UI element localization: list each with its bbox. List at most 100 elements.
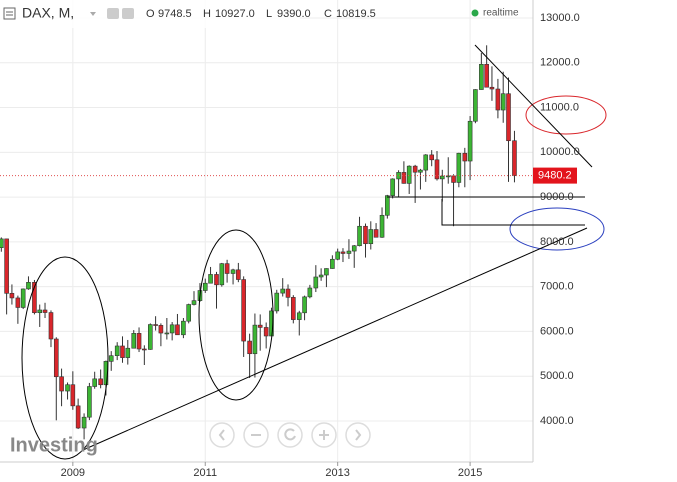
candle-body <box>379 214 385 238</box>
candle-body <box>241 279 246 342</box>
candle-body <box>274 292 280 312</box>
watermark: Investing <box>10 434 98 456</box>
candle-body <box>191 300 197 305</box>
x-tick-label: 2013 <box>325 467 349 479</box>
candle-body <box>219 263 225 286</box>
ohlc-value: 9390.0 <box>277 8 311 20</box>
drawing-trendline <box>82 227 588 451</box>
x-tick-label: 2015 <box>458 467 482 479</box>
candle-body <box>390 178 395 196</box>
candle-body <box>423 154 429 171</box>
candle-body <box>340 251 346 254</box>
candle-body <box>434 159 440 180</box>
drawing-hline <box>441 199 585 226</box>
candle-body <box>406 165 412 184</box>
icon[interactable] <box>122 8 134 19</box>
scroll-left[interactable] <box>209 422 235 448</box>
symbol[interactable]: DAX, M, <box>22 5 74 21</box>
candle-body <box>512 140 517 176</box>
last-price-tag <box>533 167 577 184</box>
candle-body <box>75 405 81 429</box>
ohlc-label: O <box>146 8 155 20</box>
candle-body <box>153 324 158 326</box>
drawing-ellipse <box>509 207 605 251</box>
candle-body <box>32 282 37 314</box>
candle-body <box>4 238 9 294</box>
candle-body <box>9 293 15 299</box>
candle-body <box>164 332 170 335</box>
candle-body <box>136 333 142 350</box>
candle-body <box>20 288 26 308</box>
candle-body <box>263 327 269 337</box>
candle-body <box>92 378 97 387</box>
icon[interactable] <box>107 8 119 19</box>
candle-body <box>236 269 241 280</box>
candle-body <box>208 274 213 284</box>
nav-icons <box>218 428 362 441</box>
candle-body <box>257 324 263 328</box>
candle-body <box>500 93 506 111</box>
candle-body <box>142 348 147 351</box>
candle-body <box>87 386 92 418</box>
ohlc-label: L <box>266 8 272 20</box>
ohlc-label: C <box>324 8 332 20</box>
candle-body <box>462 152 468 162</box>
menu-icon[interactable] <box>3 7 16 20</box>
y-tick-label: 8000.0 <box>540 236 574 248</box>
candle-body <box>484 63 489 88</box>
candle-body <box>506 93 511 142</box>
candle-body <box>26 282 31 290</box>
candle-body <box>15 297 21 308</box>
ohlc-label: H <box>203 8 211 20</box>
x-tick-label: 2011 <box>193 467 217 479</box>
candle-body <box>120 345 125 358</box>
candle-body <box>42 309 48 313</box>
candle-body <box>224 263 230 274</box>
y-tick-label: 11000.0 <box>540 101 579 113</box>
icon <box>319 430 329 440</box>
scroll-right[interactable] <box>345 422 371 448</box>
header-bg <box>0 0 300 28</box>
candle-body <box>330 258 335 269</box>
candle-body <box>385 195 390 216</box>
dropdown[interactable] <box>90 12 96 16</box>
candle-body <box>346 250 352 254</box>
candle-body <box>252 324 258 355</box>
candle-body <box>285 288 291 298</box>
candle-body <box>368 229 374 245</box>
candle-body <box>247 340 252 355</box>
candle-body <box>302 296 307 314</box>
candle-body <box>158 325 164 334</box>
candle-body <box>65 384 70 392</box>
icon <box>284 428 296 441</box>
icon <box>218 429 225 441</box>
candle-body <box>59 376 64 392</box>
candle-body <box>357 225 362 247</box>
candle-body <box>445 175 451 178</box>
candle-body <box>147 324 153 350</box>
candle-body <box>48 312 54 340</box>
candle-body <box>202 282 208 291</box>
candle-body <box>214 274 219 286</box>
y-tick-label: 7000.0 <box>540 281 574 293</box>
y-tick-label: 10000.0 <box>540 146 580 158</box>
candle-body <box>181 320 186 336</box>
x-tick-label: 2009 <box>61 467 85 479</box>
candle-body <box>81 416 87 429</box>
candle-body <box>169 324 175 334</box>
candle-body <box>351 245 357 252</box>
candle-body <box>479 63 484 90</box>
reset[interactable] <box>277 422 303 448</box>
candle-body <box>412 165 418 173</box>
candle-body <box>291 297 296 320</box>
candle-body <box>53 338 59 378</box>
candle-body <box>429 154 434 161</box>
drawing-trendline <box>474 44 593 168</box>
candle-body <box>473 89 478 122</box>
candle-body <box>324 268 329 276</box>
y-tick-label: 5000.0 <box>540 370 574 382</box>
candle-body <box>489 86 495 90</box>
drawing-ellipse <box>21 256 109 460</box>
